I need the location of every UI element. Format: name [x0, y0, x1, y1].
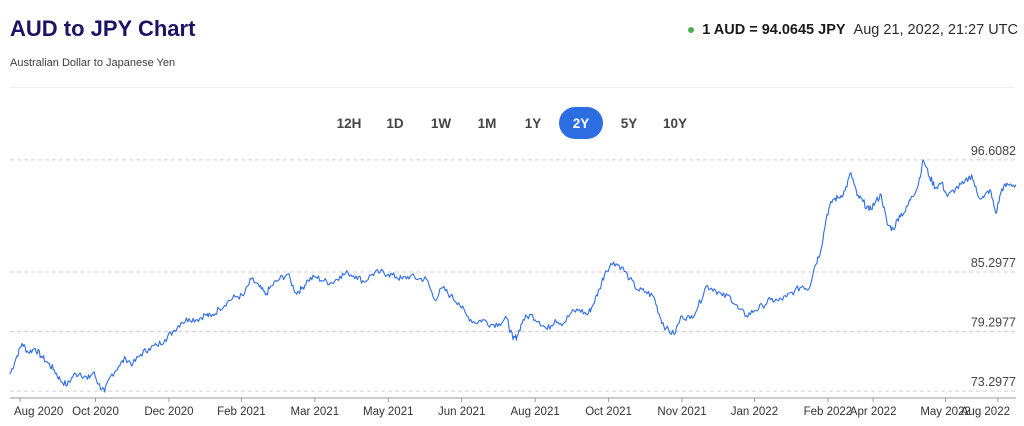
rate-value: 1 AUD = 94.0645 JPY	[702, 22, 846, 38]
x-tick-label: Oct 2021	[585, 406, 632, 418]
x-tick-label: Jun 2021	[438, 406, 485, 418]
x-tick-label: Feb 2021	[217, 406, 266, 418]
x-tick-label: Aug 2021	[511, 406, 560, 418]
range-tabs: 12H 1D 1W 1M 1Y 2Y 5Y 10Y	[0, 107, 1024, 139]
y-tick-label: 79.2977	[971, 316, 1016, 330]
x-tick-label: Oct 2020	[72, 406, 119, 418]
x-tick-label: Feb 2022	[804, 406, 853, 418]
tab-5y[interactable]: 5Y	[609, 107, 649, 139]
tab-1d[interactable]: 1D	[375, 107, 415, 139]
current-rate: 1 AUD = 94.0645 JPY Aug 21, 2022, 21:27 …	[688, 22, 1018, 38]
page-subtitle: Australian Dollar to Japanese Yen	[10, 57, 176, 69]
x-tick-label: Dec 2020	[144, 406, 193, 418]
y-tick-label: 73.2977	[971, 375, 1016, 389]
x-tick-label: Aug 2020	[14, 406, 63, 418]
tab-1m[interactable]: 1M	[467, 107, 507, 139]
tab-1y[interactable]: 1Y	[513, 107, 553, 139]
tab-1w[interactable]: 1W	[421, 107, 461, 139]
x-axis-ticks	[19, 398, 999, 402]
live-status-dot	[688, 27, 695, 33]
tab-12h[interactable]: 12H	[329, 107, 369, 139]
y-axis-labels: 96.6082 85.2977 79.2977 73.2977	[971, 144, 1016, 389]
x-tick-label: Nov 2021	[657, 406, 706, 418]
y-tick-label: 96.6082	[971, 144, 1016, 158]
x-tick-label: Apr 2022	[850, 406, 897, 418]
x-tick-label: Jan 2022	[731, 406, 778, 418]
x-tick-label: May 2022	[920, 406, 971, 418]
series-line-aud-jpy	[9, 159, 1017, 393]
y-tick-label: 85.2977	[971, 256, 1016, 270]
x-tick-label: Mar 2021	[291, 406, 340, 418]
tab-2y[interactable]: 2Y	[559, 107, 603, 139]
tab-10y[interactable]: 10Y	[655, 107, 695, 139]
rate-timestamp: Aug 21, 2022, 21:27 UTC	[853, 22, 1018, 38]
header-divider	[10, 87, 1014, 88]
chart-grid	[10, 159, 1016, 392]
page-title: AUD to JPY Chart	[10, 16, 196, 41]
x-tick-label: Aug 2022	[961, 406, 1010, 418]
x-axis-labels: Aug 2020 Oct 2020 Dec 2020 Feb 2021 Mar 2021…	[14, 406, 1010, 418]
x-tick-label: May 2021	[363, 406, 414, 418]
